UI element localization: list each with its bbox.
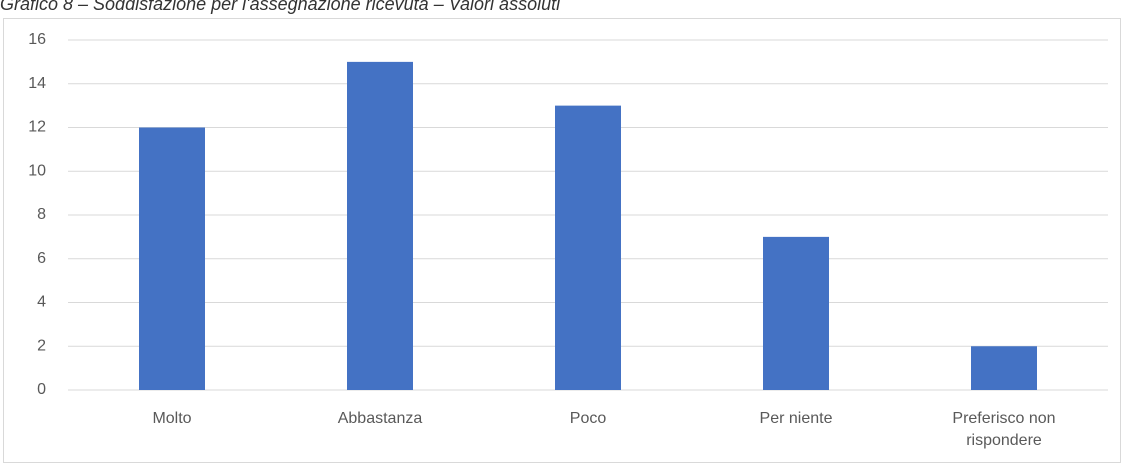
y-tick-label: 10 — [28, 162, 46, 179]
bar — [971, 346, 1037, 390]
x-tick-label: Preferisco non rispondere — [952, 410, 1056, 449]
bar — [347, 61, 413, 390]
y-tick-label: 12 — [28, 119, 46, 136]
y-tick-label: 2 — [37, 337, 46, 354]
x-tick-label: Abbastanza — [337, 410, 423, 427]
y-tick-label: 14 — [28, 75, 46, 92]
y-tick-label: 6 — [37, 250, 46, 267]
bar — [763, 236, 829, 390]
bar — [139, 127, 205, 390]
chart-title: Grafico 8 – Soddisfazione per l'assegnaz… — [0, 0, 561, 14]
bar — [555, 105, 621, 390]
y-tick-label: 8 — [37, 206, 46, 223]
x-tick-label: Molto — [152, 410, 192, 427]
x-tick-label: Poco — [569, 410, 607, 427]
y-tick-label: 16 — [28, 31, 46, 48]
y-tick-label: 0 — [37, 381, 46, 398]
y-tick-label: 4 — [37, 294, 46, 311]
x-tick-label: Per niente — [759, 410, 833, 427]
